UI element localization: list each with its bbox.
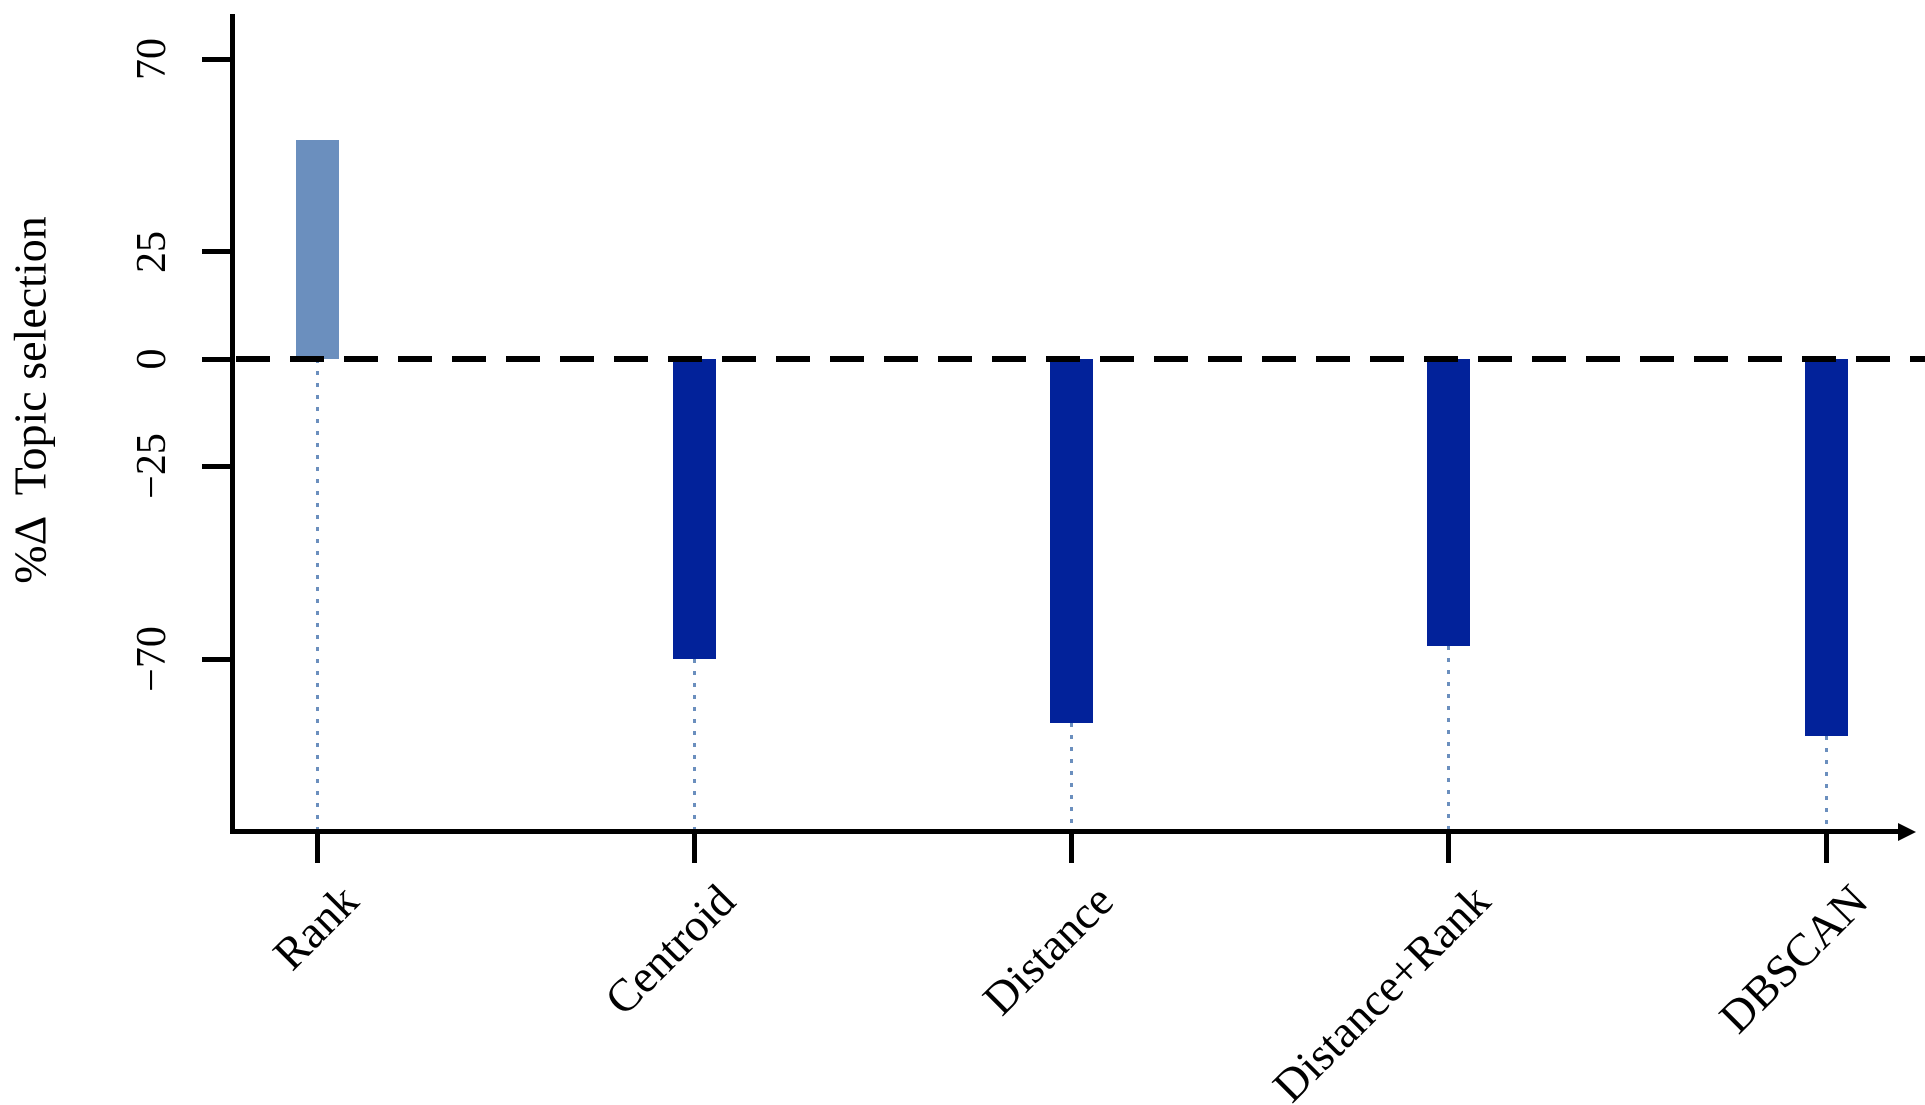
x-axis-arrow-icon — [1898, 823, 1916, 841]
guide-dotted-line-dbscan — [1824, 736, 1828, 829]
bar-centroid — [672, 359, 716, 659]
y-tick-label: −25 — [129, 433, 175, 499]
y-tick-label: 25 — [129, 230, 175, 273]
guide-dotted-line-rank — [315, 359, 319, 829]
bar-distance — [1050, 359, 1094, 724]
y-axis-line — [230, 14, 235, 834]
bar-dbscan — [1804, 359, 1848, 737]
x-axis-tick — [1069, 834, 1075, 863]
guide-dotted-line-distance-rank — [1447, 646, 1451, 829]
y-axis-tick — [202, 249, 232, 255]
y-axis-tick — [202, 656, 232, 662]
x-tick-label-centroid: Centroid — [595, 874, 746, 1025]
y-tick-label: −70 — [129, 626, 175, 692]
y-axis-tick — [202, 463, 232, 469]
x-axis-line — [230, 829, 1902, 834]
y-axis-tick — [202, 356, 232, 362]
x-tick-label-dbscan: DBSCAN — [1708, 874, 1877, 1043]
y-axis-title: %Δ Topic selection — [4, 216, 56, 584]
x-axis-tick — [314, 834, 320, 863]
bar-rank — [295, 140, 339, 359]
guide-dotted-line-distance — [1070, 723, 1074, 829]
x-tick-label-rank: Rank — [263, 874, 368, 980]
bar-distance-rank — [1427, 359, 1471, 647]
y-tick-label: 0 — [129, 348, 175, 370]
x-tick-label-distance: Distance — [972, 874, 1123, 1025]
x-tick-label-distance-rank: Distance+Rank — [1262, 874, 1500, 1105]
y-tick-label: 70 — [129, 38, 175, 80]
x-axis-tick — [1446, 834, 1452, 863]
guide-dotted-line-centroid — [692, 659, 696, 829]
y-axis-tick — [202, 56, 232, 62]
x-axis-tick — [691, 834, 697, 863]
x-axis-tick — [1823, 834, 1829, 863]
zero-baseline-dashed-line — [236, 356, 1925, 362]
